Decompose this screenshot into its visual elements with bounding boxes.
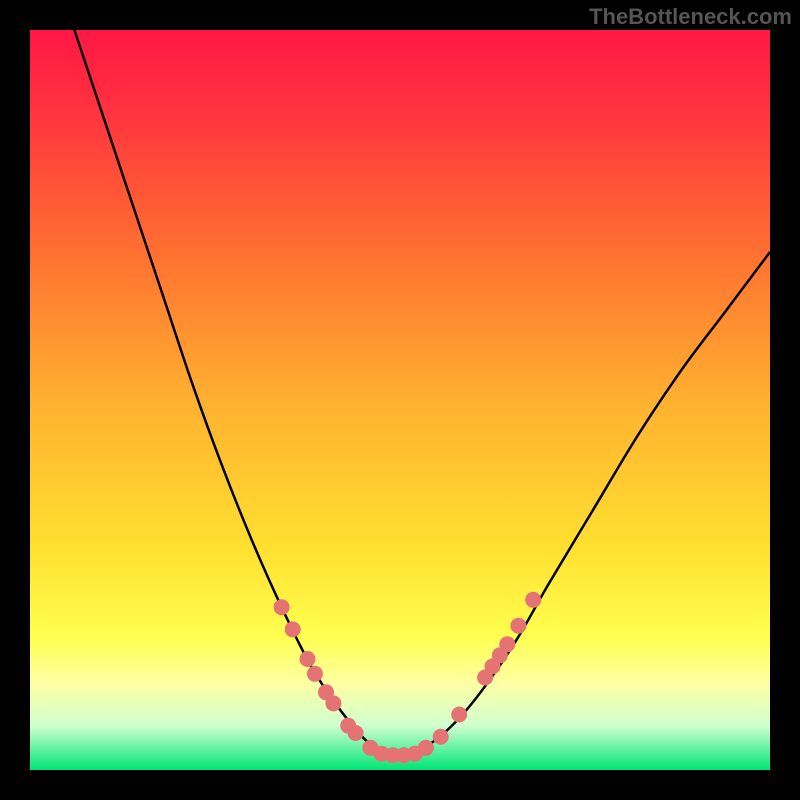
marker-point bbox=[307, 666, 323, 682]
marker-point bbox=[325, 695, 341, 711]
marker-point bbox=[274, 599, 290, 615]
marker-point bbox=[418, 740, 434, 756]
marker-point bbox=[499, 636, 515, 652]
marker-point bbox=[348, 725, 364, 741]
chart-svg bbox=[30, 30, 770, 770]
marker-point bbox=[525, 592, 541, 608]
marker-point bbox=[451, 707, 467, 723]
watermark-text: TheBottleneck.com bbox=[589, 4, 792, 30]
plot-area bbox=[30, 30, 770, 770]
gradient-background bbox=[30, 30, 770, 770]
marker-point bbox=[300, 651, 316, 667]
marker-point bbox=[285, 621, 301, 637]
marker-point bbox=[433, 729, 449, 745]
marker-point bbox=[510, 618, 526, 634]
chart-container: TheBottleneck.com bbox=[0, 0, 800, 800]
